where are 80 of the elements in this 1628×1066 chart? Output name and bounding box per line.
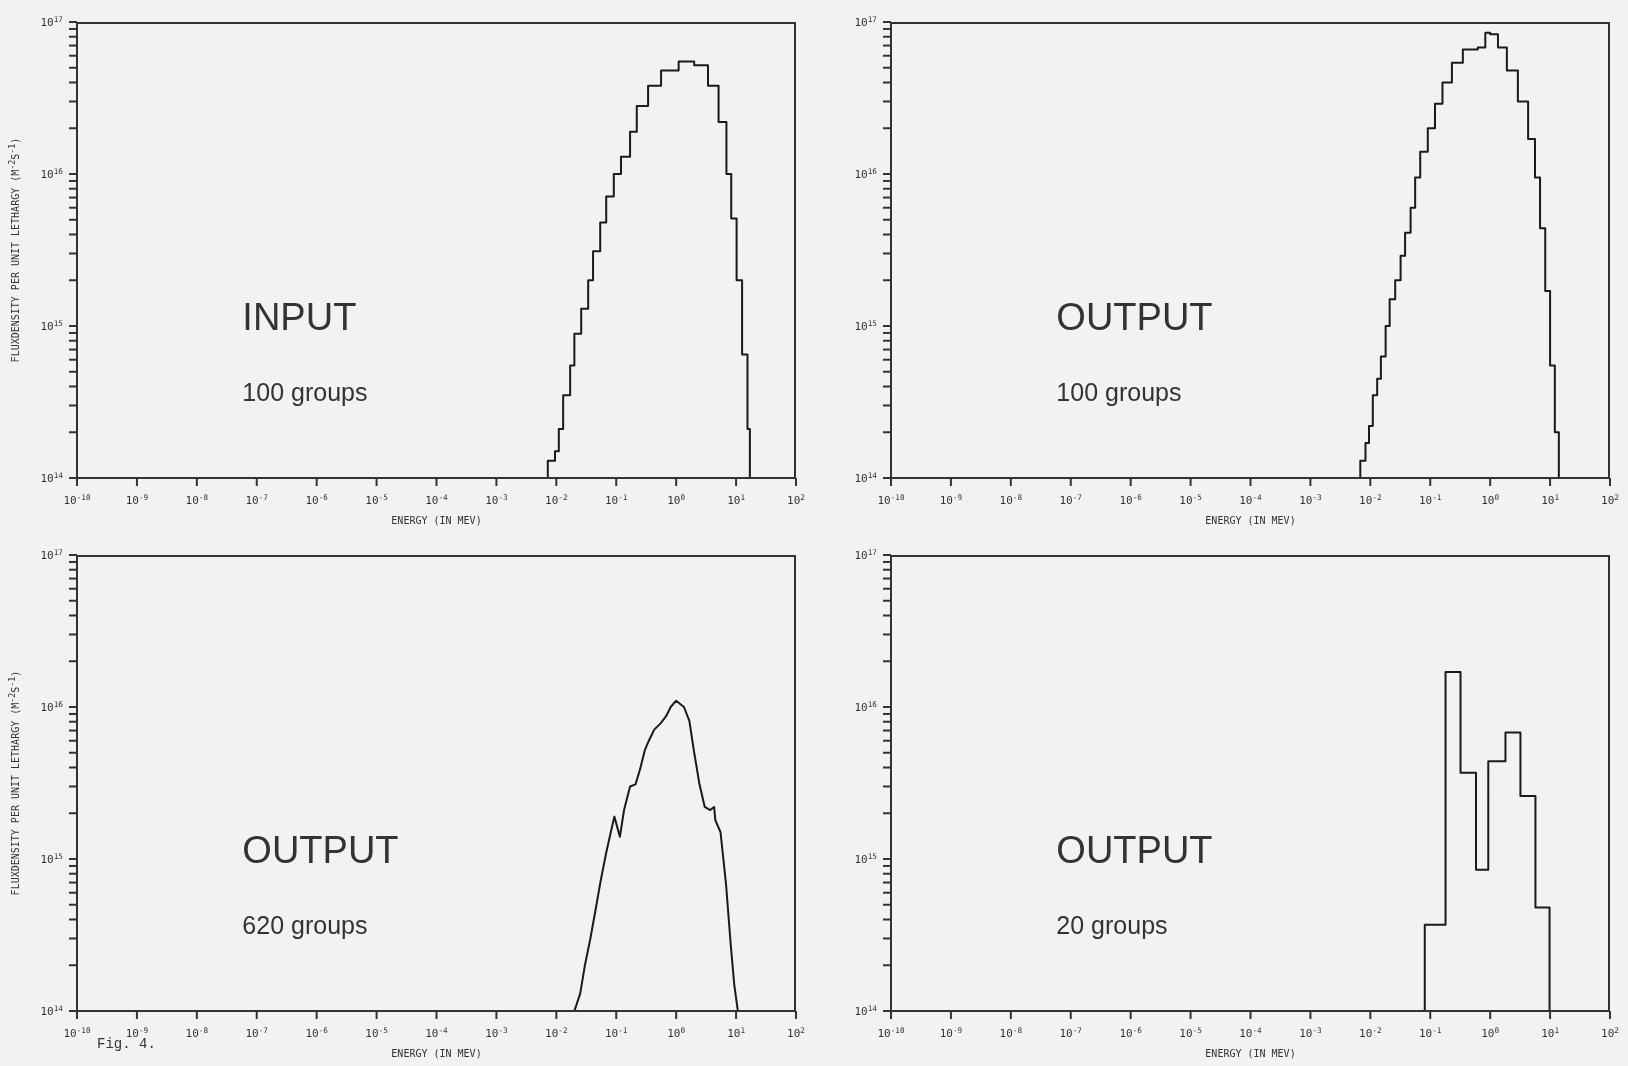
y-tick-label: 10$^{14}$: [854, 1003, 878, 1018]
y-tick-label: 10$^{16}$: [854, 166, 878, 181]
x-tick-label: 10$^{0}$: [667, 492, 686, 507]
x-tick-label: 10$^{1}$: [1541, 492, 1560, 507]
x-tick-label: 10$^{-10}$: [63, 1025, 91, 1040]
y-tick-label: 10$^{15}$: [40, 318, 64, 333]
x-tick-label: 10$^{-5}$: [365, 492, 389, 507]
x-axis-title: ENERGY (IN MEV): [391, 1048, 482, 1059]
x-tick-label: 10$^{-5}$: [365, 1025, 389, 1040]
x-tick-label: 10$^{-4}$: [1239, 1025, 1263, 1040]
annotation: OUTPUT: [242, 828, 399, 872]
x-tick-label: 10$^{-9}$: [125, 492, 149, 507]
x-tick-label: 10$^{-1}$: [604, 1025, 628, 1040]
x-tick-label: 10$^{-1}$: [1418, 492, 1442, 507]
x-axis-title: ENERGY (IN MEV): [1205, 515, 1296, 526]
y-tick-label: 10$^{14}$: [854, 470, 878, 485]
x-tick-label: 10$^{-10}$: [877, 492, 905, 507]
x-tick-label: 10$^{-7}$: [1059, 492, 1083, 507]
x-tick-label: 10$^{-2}$: [1359, 492, 1382, 507]
x-tick-label: 10$^{-1}$: [604, 492, 628, 507]
y-tick-label: 10$^{17}$: [40, 547, 64, 562]
x-tick-label: 10$^{-3}$: [485, 1025, 509, 1040]
x-tick-label: 10$^{-10}$: [63, 492, 91, 507]
x-tick-label: 10$^{-8}$: [185, 492, 209, 507]
x-tick-label: 10$^{-6}$: [305, 1025, 329, 1040]
x-tick-label: 10$^{-7}$: [245, 492, 269, 507]
x-tick-label: 10$^{1}$: [1541, 1025, 1560, 1040]
y-tick-label: 10$^{17}$: [40, 14, 64, 29]
x-tick-label: 10$^{-5}$: [1179, 492, 1203, 507]
x-axis-title: ENERGY (IN MEV): [1205, 1048, 1296, 1059]
y-tick-label: 10$^{14}$: [40, 1003, 64, 1018]
x-tick-label: 10$^{-2}$: [545, 492, 568, 507]
x-tick-label: 10$^{-4}$: [425, 1025, 449, 1040]
y-tick-label: 10$^{16}$: [40, 166, 64, 181]
x-tick-label: 10$^{-4}$: [425, 492, 449, 507]
x-tick-label: 10$^{2}$: [1601, 492, 1619, 507]
x-tick-label: 10$^{0}$: [1481, 492, 1500, 507]
x-axis-title: ENERGY (IN MEV): [391, 515, 482, 526]
x-tick-label: 10$^{-7}$: [245, 1025, 269, 1040]
y-tick-label: 10$^{16}$: [854, 699, 878, 714]
y-tick-label: 10$^{14}$: [40, 470, 64, 485]
x-tick-label: 10$^{0}$: [667, 1025, 686, 1040]
annotation: 100 groups: [1056, 377, 1182, 407]
caption: Fig. 4.: [97, 1036, 156, 1052]
x-tick-label: 10$^{-8}$: [185, 1025, 209, 1040]
x-tick-label: 10$^{-9}$: [939, 1025, 963, 1040]
x-tick-label: 10$^{-3}$: [1299, 492, 1323, 507]
x-tick-label: 10$^{-8}$: [999, 1025, 1023, 1040]
x-tick-label: 10$^{-10}$: [877, 1025, 905, 1040]
x-tick-label: 10$^{-5}$: [1179, 1025, 1203, 1040]
x-tick-label: 10$^{-8}$: [999, 492, 1023, 507]
y-tick-label: 10$^{15}$: [40, 851, 64, 866]
x-tick-label: 10$^{-6}$: [1119, 1025, 1143, 1040]
x-tick-label: 10$^{1}$: [727, 1025, 746, 1040]
annotation: INPUT: [242, 295, 357, 339]
annotation: 620 groups: [242, 910, 368, 940]
x-tick-label: 10$^{-3}$: [1299, 1025, 1323, 1040]
y-tick-label: 10$^{17}$: [854, 547, 878, 562]
y-tick-label: 10$^{16}$: [40, 699, 64, 714]
annotation: OUTPUT: [1056, 295, 1213, 339]
y-tick-label: 10$^{15}$: [854, 318, 878, 333]
y-tick-label: 10$^{17}$: [854, 14, 878, 29]
annotation: OUTPUT: [1056, 828, 1213, 872]
x-tick-label: 10$^{-6}$: [305, 492, 329, 507]
x-tick-label: 10$^{-7}$: [1059, 1025, 1083, 1040]
x-tick-label: 10$^{-3}$: [485, 492, 509, 507]
x-tick-label: 10$^{-6}$: [1119, 492, 1143, 507]
x-tick-label: 10$^{2}$: [787, 1025, 805, 1040]
annotation: 100 groups: [242, 377, 368, 407]
x-tick-label: 10$^{2}$: [787, 492, 805, 507]
x-tick-label: 10$^{-4}$: [1239, 492, 1263, 507]
y-tick-label: 10$^{15}$: [854, 851, 878, 866]
x-tick-label: 10$^{2}$: [1601, 1025, 1619, 1040]
x-tick-label: 10$^{-2}$: [545, 1025, 568, 1040]
x-tick-label: 10$^{0}$: [1481, 1025, 1500, 1040]
x-tick-label: 10$^{-9}$: [939, 492, 963, 507]
x-tick-label: 10$^{-1}$: [1418, 1025, 1442, 1040]
x-tick-label: 10$^{1}$: [727, 492, 746, 507]
x-tick-label: 10$^{-2}$: [1359, 1025, 1382, 1040]
annotation: 20 groups: [1056, 910, 1168, 940]
